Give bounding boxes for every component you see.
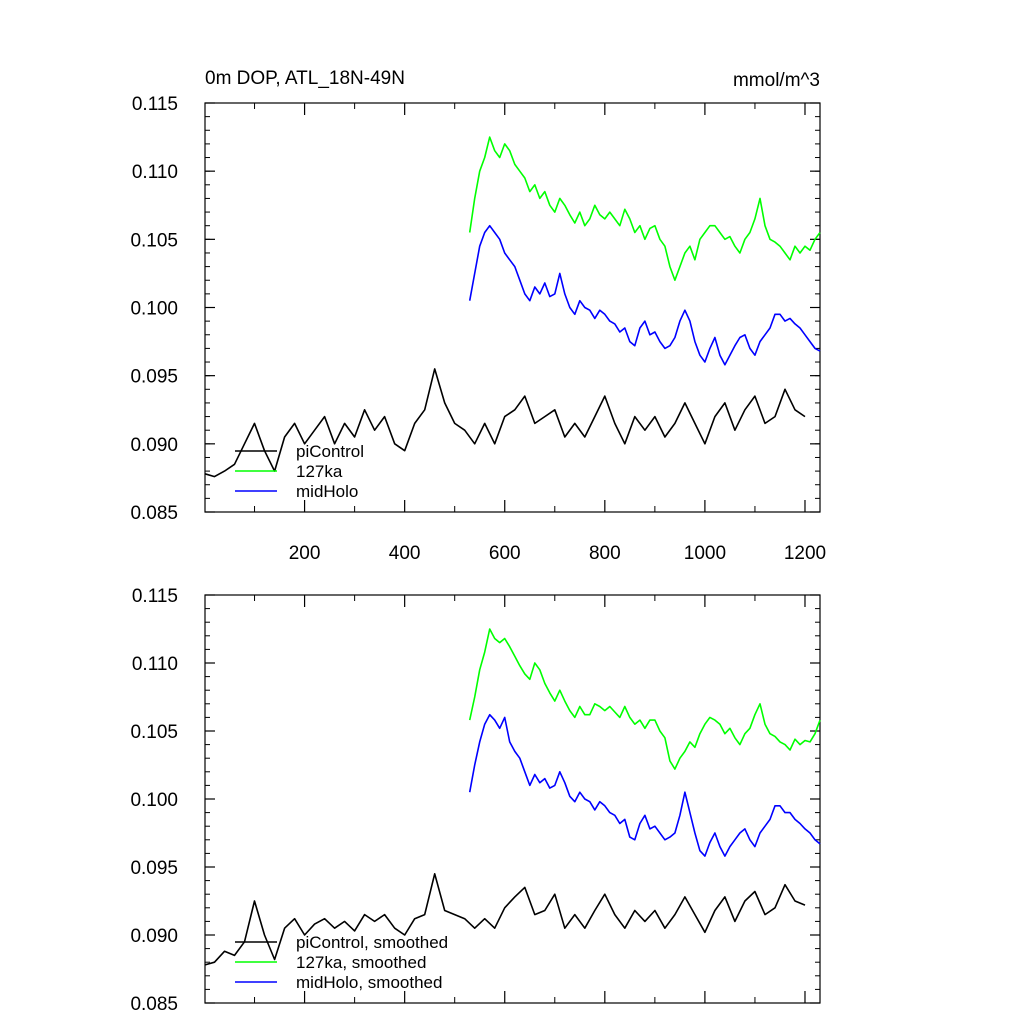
- y-tick-label: 0.090: [130, 435, 178, 456]
- legend-label: midHolo: [296, 482, 358, 501]
- series-line-picontrol: [204, 368, 806, 478]
- series-line-midholo: [468, 224, 821, 366]
- x-tick-label: 800: [589, 543, 621, 564]
- legend-label: piControl, smoothed: [296, 933, 448, 952]
- legend-label: midHolo, smoothed: [296, 973, 442, 992]
- series-line-127ka-smoothed: [468, 628, 821, 770]
- legend-label: piControl: [296, 442, 364, 461]
- x-tick-label: 1000: [684, 543, 726, 564]
- chart-panel-1: 0.085 0.090 0.095 0.100 0.105 0.110 0.115 200 40…: [130, 94, 826, 564]
- x-tick-label: 400: [389, 543, 421, 564]
- y-tick-label: 0.115: [132, 586, 178, 607]
- y-tick-label: 0.085: [130, 503, 178, 524]
- units-label: mmol/m^3: [733, 70, 820, 91]
- x-tick-label: 200: [289, 543, 321, 564]
- y-tick-label: 0.085: [130, 994, 178, 1015]
- y-tick-label: 0.105: [130, 230, 178, 251]
- series-line-127ka: [468, 136, 821, 282]
- x-tick-label: 1200: [784, 543, 826, 564]
- y-tick-label: 0.115: [132, 94, 178, 115]
- chart-title: 0m DOP, ATL_18N-49N: [205, 68, 405, 89]
- y-tick-label: 0.105: [130, 722, 178, 743]
- chart-panel-2: 0.085 0.090 0.095 0.100 0.105 0.110 0.115 piCon…: [130, 586, 821, 1015]
- y-tick-label: 0.100: [130, 790, 178, 811]
- y-tick-label: 0.110: [132, 654, 178, 675]
- y-tick-label: 0.095: [130, 367, 178, 388]
- legend-label: 127ka: [296, 462, 343, 481]
- y-tick-label: 0.110: [132, 162, 178, 183]
- series-line-picontrol-smoothed: [204, 872, 806, 966]
- legend-label: 127ka, smoothed: [296, 953, 426, 972]
- y-tick-label: 0.100: [130, 299, 178, 320]
- y-tick-label: 0.095: [130, 858, 178, 879]
- x-tick-label: 600: [489, 543, 521, 564]
- y-tick-label: 0.090: [130, 926, 178, 947]
- series-line-midholo-smoothed: [468, 713, 821, 857]
